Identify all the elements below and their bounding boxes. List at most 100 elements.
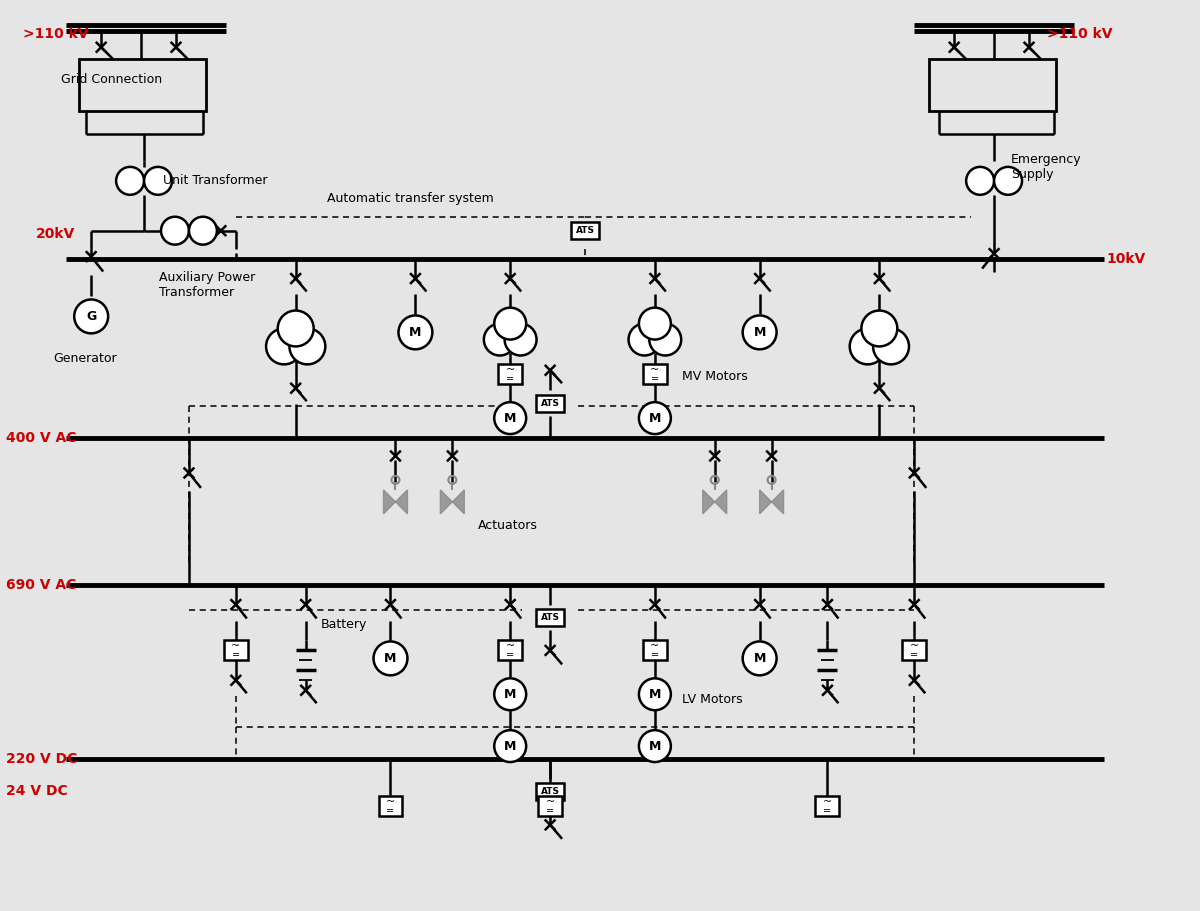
Text: ~: ~ — [650, 641, 660, 651]
Bar — [929, 59, 1056, 111]
Circle shape — [638, 402, 671, 434]
Circle shape — [638, 308, 671, 340]
Circle shape — [994, 167, 1022, 195]
Text: ATS: ATS — [541, 613, 559, 622]
Text: MV Motors: MV Motors — [682, 370, 748, 383]
Text: =: = — [386, 806, 395, 816]
Circle shape — [144, 167, 172, 195]
Bar — [571, 222, 599, 240]
Text: M: M — [754, 652, 766, 665]
Circle shape — [484, 323, 516, 355]
Text: ~: ~ — [232, 641, 240, 651]
Bar — [816, 796, 840, 816]
Text: =: = — [650, 374, 659, 384]
Text: =: = — [650, 650, 659, 660]
Circle shape — [188, 217, 217, 245]
Circle shape — [874, 329, 908, 364]
Circle shape — [277, 311, 313, 346]
Polygon shape — [452, 490, 464, 514]
Text: M: M — [504, 740, 516, 752]
Text: Emergency
Supply: Emergency Supply — [1012, 153, 1081, 181]
Text: M: M — [504, 688, 516, 701]
Text: ~: ~ — [546, 797, 554, 807]
Text: M: M — [754, 326, 766, 339]
Bar — [902, 640, 926, 660]
Circle shape — [649, 323, 682, 355]
Text: ATS: ATS — [576, 226, 594, 235]
Polygon shape — [703, 490, 715, 514]
Text: Actuators: Actuators — [479, 519, 538, 532]
Text: 690 V AC: 690 V AC — [6, 578, 77, 591]
Text: Unit Transformer: Unit Transformer — [163, 174, 268, 188]
Text: =: = — [506, 650, 515, 660]
Polygon shape — [772, 490, 784, 514]
Bar — [643, 364, 667, 384]
Text: Auxiliary Power
Transformer: Auxiliary Power Transformer — [160, 271, 256, 299]
Text: M: M — [649, 688, 661, 701]
Text: 24 V DC: 24 V DC — [6, 784, 68, 798]
Circle shape — [966, 167, 994, 195]
Circle shape — [505, 323, 536, 355]
Text: M: M — [649, 740, 661, 752]
Text: M: M — [649, 412, 661, 425]
Text: M: M — [504, 412, 516, 425]
Polygon shape — [396, 490, 408, 514]
Text: ~: ~ — [505, 365, 515, 375]
Circle shape — [373, 641, 408, 675]
Text: ATS: ATS — [541, 399, 559, 407]
Text: ATS: ATS — [541, 787, 559, 796]
Circle shape — [74, 300, 108, 333]
Circle shape — [743, 315, 776, 349]
Circle shape — [289, 329, 325, 364]
Circle shape — [494, 402, 526, 434]
Circle shape — [629, 323, 660, 355]
Bar — [79, 59, 206, 111]
Text: G: G — [86, 310, 96, 322]
Bar — [536, 394, 564, 412]
Text: M: M — [384, 652, 397, 665]
Circle shape — [638, 730, 671, 763]
Text: Generator: Generator — [53, 352, 116, 364]
Text: 20kV: 20kV — [36, 227, 76, 241]
Bar — [378, 796, 402, 816]
Text: =: = — [546, 806, 554, 816]
Circle shape — [398, 315, 432, 349]
Circle shape — [494, 308, 526, 340]
Circle shape — [862, 311, 898, 346]
Text: =: = — [823, 806, 832, 816]
Bar — [538, 796, 562, 816]
Text: >110 kV: >110 kV — [1046, 27, 1112, 41]
Text: =: = — [232, 650, 240, 660]
Circle shape — [494, 730, 526, 763]
Text: Automatic transfer system: Automatic transfer system — [328, 192, 494, 205]
Bar — [224, 640, 248, 660]
Text: ~: ~ — [505, 641, 515, 651]
Circle shape — [743, 641, 776, 675]
Bar — [536, 783, 564, 801]
Polygon shape — [440, 490, 452, 514]
Text: =: = — [506, 374, 515, 384]
Bar — [536, 609, 564, 626]
Text: 400 V AC: 400 V AC — [6, 431, 77, 445]
Circle shape — [494, 679, 526, 711]
Circle shape — [638, 679, 671, 711]
Bar — [498, 640, 522, 660]
Circle shape — [161, 217, 188, 245]
Text: M: M — [409, 326, 421, 339]
Bar — [643, 640, 667, 660]
Circle shape — [266, 329, 302, 364]
Text: ~: ~ — [386, 797, 395, 807]
Polygon shape — [384, 490, 396, 514]
Text: Grid Connection: Grid Connection — [61, 73, 162, 86]
Text: LV Motors: LV Motors — [682, 692, 743, 706]
Polygon shape — [760, 490, 772, 514]
Text: Battery: Battery — [320, 618, 367, 631]
Text: 10kV: 10kV — [1106, 251, 1146, 266]
Text: 220 V DC: 220 V DC — [6, 752, 78, 766]
Text: ~: ~ — [823, 797, 832, 807]
Text: ~: ~ — [910, 641, 919, 651]
Bar — [498, 364, 522, 384]
Circle shape — [116, 167, 144, 195]
Text: >110 kV: >110 kV — [23, 27, 89, 41]
Text: ~: ~ — [650, 365, 660, 375]
